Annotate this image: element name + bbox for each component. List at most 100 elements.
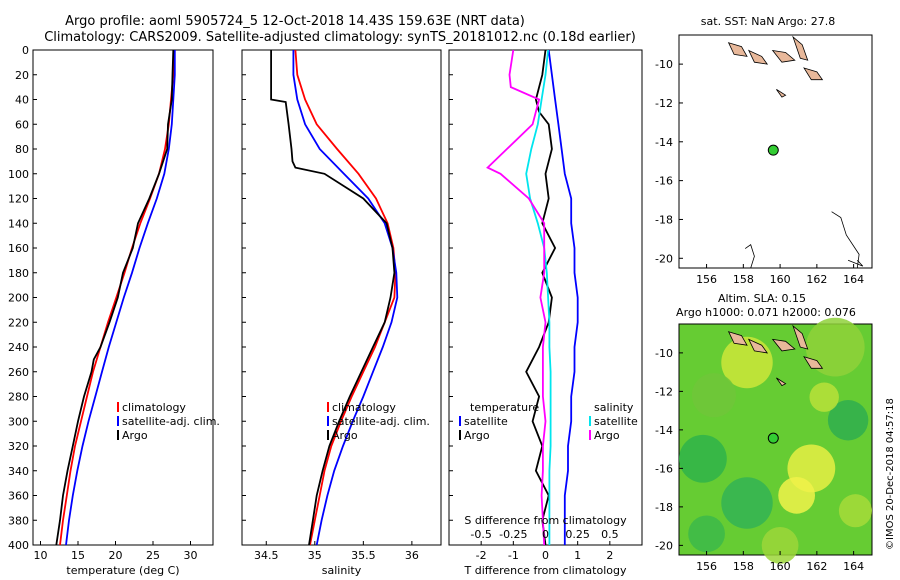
temperature-ytick-label: 260 <box>8 366 29 379</box>
sst-map-xtick-label: 158 <box>733 273 754 286</box>
sla-map-ytick-label: -12 <box>655 385 673 398</box>
sla-map-ytick-label: -16 <box>655 462 673 475</box>
sst-map-ytick-label: -18 <box>655 213 673 226</box>
differences-xlabel-top: S difference from climatology <box>464 514 627 527</box>
salinity-legend-label: climatology <box>332 401 396 414</box>
differences-stick-label: 0 <box>542 528 549 541</box>
sla-map-ytick-label: -20 <box>655 539 673 552</box>
differences-legend-left-label: Argo <box>464 429 490 442</box>
temperature-ytick-label: 400 <box>8 539 29 552</box>
sla-map-anomaly-patch <box>827 400 869 441</box>
differences-xlabel: T difference from climatology <box>464 564 627 577</box>
temperature-ytick-label: 380 <box>8 514 29 527</box>
temperature-ytick-label: 60 <box>15 118 29 131</box>
sla-map-anomaly-patch <box>691 373 736 418</box>
temperature-ytick-label: 300 <box>8 415 29 428</box>
sla-map-ytick-label: -10 <box>655 347 673 360</box>
differences-xtick-label: 1 <box>574 549 581 562</box>
differences-panel: -2 -1 0 1 2 T difference from climatology S di… <box>448 49 643 577</box>
differences-series-t-satellite <box>547 49 579 545</box>
temperature-ytick-label: 40 <box>15 94 29 107</box>
differences-legend-right-label: Argo <box>594 429 620 442</box>
salinity-legend-label: Argo <box>332 429 358 442</box>
temperature-ytick-label: 240 <box>8 341 29 354</box>
temperature-ytick-label: 80 <box>15 143 29 156</box>
sla-map-xtick-label: 158 <box>733 560 754 573</box>
temperature-xtick-label: 20 <box>109 549 123 562</box>
temperature-ytick-label: 320 <box>8 440 29 453</box>
differences-xtick-label: -2 <box>476 549 487 562</box>
salinity-series-argo <box>270 50 396 546</box>
differences-xtick-label: 2 <box>606 549 613 562</box>
salinity-series-satellite-adj-clim- <box>292 50 399 546</box>
salinity-xtick-label: 36 <box>405 549 419 562</box>
sst-map-title: sat. SST: NaN Argo: 27.8 <box>701 15 835 28</box>
temperature-ytick-label: 20 <box>15 69 29 82</box>
temperature-ytick-label: 180 <box>8 267 29 280</box>
sst-map-reef-outline <box>847 259 864 267</box>
sla-map-anomaly-patch <box>805 317 865 377</box>
sla-map-island <box>803 356 824 369</box>
temperature-ytick-label: 100 <box>8 168 29 181</box>
temperature-xtick-label: 10 <box>34 549 48 562</box>
sla-map-xtick-label: 164 <box>843 560 864 573</box>
differences-xtick-label: -1 <box>508 549 519 562</box>
sla-map-anomaly-patch <box>809 382 839 412</box>
temperature-ytick-label: 340 <box>8 465 29 478</box>
differences-stick-label: -0.25 <box>499 528 527 541</box>
differences-legend-left-title: temperature <box>470 401 539 414</box>
salinity-xtick-label: 35 <box>308 549 322 562</box>
sst-map-ytick-label: -12 <box>655 97 673 110</box>
sst-map-island <box>727 42 748 57</box>
sla-map-island <box>776 377 787 387</box>
differences-axes-frame <box>448 49 643 546</box>
temperature-xlabel: temperature (deg C) <box>66 564 179 577</box>
salinity-axes-frame <box>241 49 442 546</box>
sla-map-xtick-label: 156 <box>696 560 717 573</box>
salinity-xlabel: salinity <box>322 564 362 577</box>
temperature-ytick-label: 220 <box>8 316 29 329</box>
differences-stick-label: 0.25 <box>565 528 590 541</box>
differences-legend-right-title: salinity <box>594 401 634 414</box>
sst-map-island <box>776 89 787 98</box>
sla-map-panel: 156 158 160 162 164 -10 -12 -14 -16 -18 -20 <box>655 317 873 573</box>
watermark: ©IMOS 20-Dec-2018 04:57:18 <box>885 398 896 550</box>
temperature-ytick-label: 160 <box>8 242 29 255</box>
sla-map-island <box>747 338 769 354</box>
sla-map-anomaly-patch <box>838 494 872 528</box>
sst-map-ytick-label: -14 <box>655 136 673 149</box>
temperature-ytick-label: 280 <box>8 391 29 404</box>
salinity-xtick-label: 34.5 <box>254 549 279 562</box>
temperature-ytick-label: 0 <box>22 44 29 57</box>
title-line-2: Climatology: CARS2009. Satellite-adjuste… <box>44 30 636 45</box>
sst-map-argo-marker <box>767 144 779 156</box>
temperature-ytick-label: 360 <box>8 490 29 503</box>
differences-series-s-argo <box>486 49 547 546</box>
differences-stick-label: -0.5 <box>470 528 491 541</box>
salinity-panel: 34.5 35 35.5 36 salinity climatologysatellite… <box>241 49 442 577</box>
sla-map-anomaly-patch <box>721 477 773 529</box>
temperature-ytick-label: 140 <box>8 217 29 230</box>
temperature-xtick-label: 30 <box>184 549 198 562</box>
temperature-ytick-label: 200 <box>8 292 29 305</box>
temperature-xtick-label: 25 <box>146 549 160 562</box>
temperature-legend-label: satellite-adj. clim. <box>122 415 220 428</box>
sst-map-island <box>803 67 824 81</box>
temperature-legend-label: climatology <box>122 401 186 414</box>
temperature-panel: 10 15 20 25 30020406080100120140160180200220… <box>8 44 220 577</box>
sla-map-xtick-label: 160 <box>770 560 791 573</box>
salinity-xtick-label: 35.5 <box>351 549 376 562</box>
title-line-1: Argo profile: aoml 5905724_5 12-Oct-2018… <box>65 14 525 29</box>
differences-series-s-satellite <box>525 49 552 545</box>
temperature-series-argo <box>55 49 175 546</box>
sla-map-title-2: Argo h1000: 0.071 h2000: 0.076 <box>676 306 856 319</box>
sla-map-island <box>771 338 796 352</box>
differences-xtick-label: 0 <box>542 549 549 562</box>
sst-map-ytick-label: -10 <box>655 58 673 71</box>
differences-stick-label: 0.5 <box>601 528 619 541</box>
sst-map-xtick-label: 160 <box>770 273 791 286</box>
sst-map-xtick-label: 162 <box>806 273 827 286</box>
sla-map-argo-marker <box>767 432 779 444</box>
sst-map-xtick-label: 164 <box>843 273 864 286</box>
